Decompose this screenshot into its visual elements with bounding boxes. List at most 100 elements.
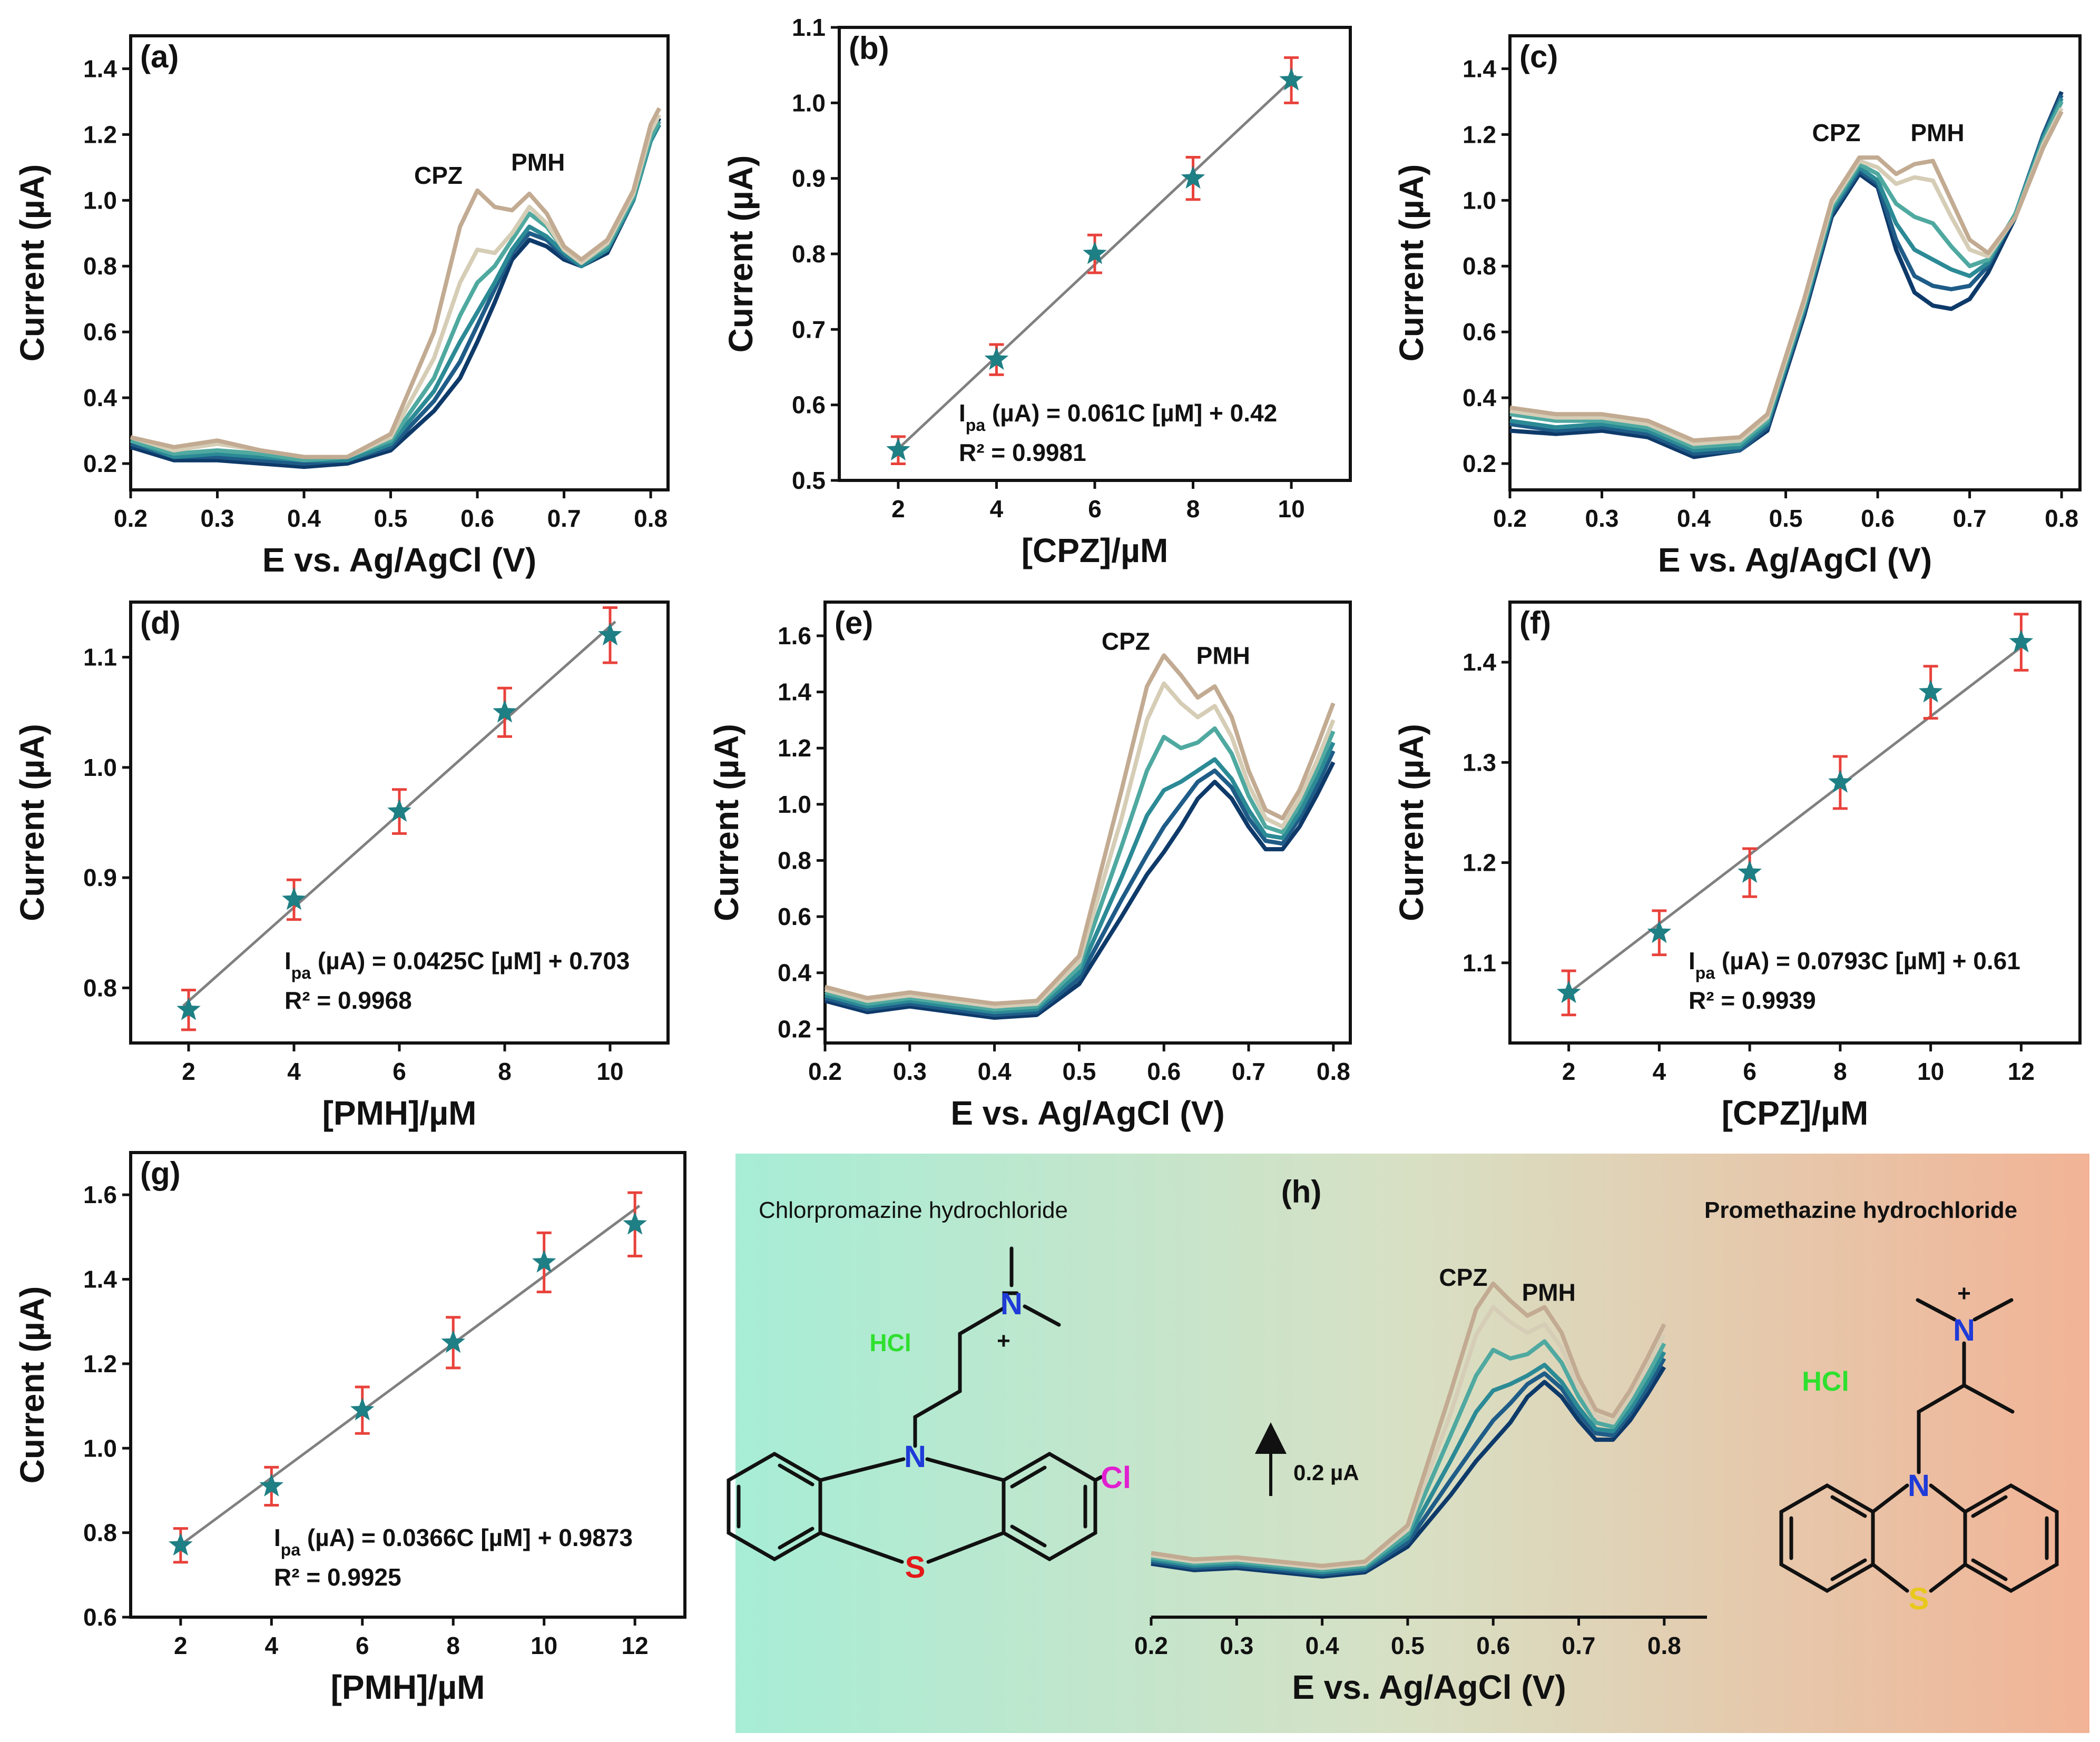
x-tick-label: 0.5 bbox=[1391, 1632, 1425, 1659]
x-axis-label: [CPZ]/µM bbox=[1722, 1094, 1869, 1132]
y-tick-label: 0.4 bbox=[83, 384, 117, 411]
y-tick-label: 1.0 bbox=[83, 186, 117, 214]
x-tick-label: 6 bbox=[1088, 495, 1102, 523]
x-tick-label: 0.8 bbox=[1647, 1632, 1681, 1659]
y-tick-label: 1.0 bbox=[778, 791, 811, 818]
x-tick-label: 4 bbox=[990, 495, 1004, 523]
x-tick-label: 0.4 bbox=[978, 1058, 1012, 1085]
peak-annotation: PMH bbox=[1522, 1278, 1576, 1306]
x-tick-label: 0.7 bbox=[1232, 1058, 1265, 1085]
pmh-methyl-left bbox=[1916, 1298, 1957, 1322]
cpz-n-atom: N bbox=[904, 1440, 926, 1474]
x-tick-label: 0.2 bbox=[1134, 1632, 1168, 1659]
panel-label: (g) bbox=[140, 1156, 181, 1191]
cpz-ring-right-double-3 bbox=[1010, 1524, 1047, 1548]
panel-d: 2 4 6 8 10 0.8 0.9 1.0 1.1 [PMH]/µM Current (µA) (d… bbox=[13, 601, 670, 1132]
plot-frame bbox=[1508, 601, 2082, 1045]
pmh-n-atom: N bbox=[1908, 1469, 1930, 1503]
y-tick-label: 0.2 bbox=[778, 1015, 811, 1042]
x-tick-label: 0.8 bbox=[2045, 505, 2078, 532]
series-line-4 bbox=[1151, 1339, 1666, 1572]
data-point bbox=[984, 347, 1009, 370]
y-tick-label: 1.0 bbox=[1463, 186, 1496, 214]
data-point bbox=[1083, 241, 1107, 264]
peak-annotation: CPZ bbox=[1439, 1264, 1487, 1291]
panel-a: 0.2 0.3 0.4 0.5 0.6 0.7 0.8 0.2 0.4 0.6 0.8 1.0 1.2 1… bbox=[13, 34, 670, 579]
panel-f: 2 4 6 8 10 12 1.1 1.2 1.3 1.4 [CPZ]/µM Current (µA)… bbox=[1392, 601, 2082, 1132]
data-point bbox=[886, 437, 910, 461]
data-point bbox=[1738, 860, 1762, 883]
series-line-6 bbox=[130, 107, 662, 459]
y-tick-label: 1.2 bbox=[1463, 849, 1496, 877]
pmh-methyl-chain bbox=[1962, 1383, 2015, 1414]
cpz-methyl-right bbox=[1023, 1304, 1061, 1327]
y-axis-label: Current (µA) bbox=[1392, 164, 1430, 362]
series-line-1 bbox=[130, 117, 662, 469]
cpz-s-atom: S bbox=[905, 1550, 926, 1584]
y-axis-label: Current (µA) bbox=[13, 164, 51, 362]
cpz-cl-atom: Cl bbox=[1101, 1461, 1131, 1495]
x-tick-label: 0.8 bbox=[1317, 1058, 1350, 1085]
y-tick-label: 1.4 bbox=[778, 678, 811, 706]
y-tick-label: 1.3 bbox=[1463, 749, 1496, 776]
cpz-bond-n-left bbox=[818, 1457, 906, 1482]
fit-equation: Ipa (µA) = 0.0793C [µM] + 0.61 bbox=[1689, 947, 2020, 982]
data-point bbox=[282, 887, 306, 910]
y-tick-label: 1.0 bbox=[792, 89, 826, 116]
panel-e: 0.2 0.3 0.4 0.5 0.6 0.7 0.8 0.2 0.4 0.6 0.8 1.0 1.2 1… bbox=[708, 601, 1352, 1132]
y-tick-label: 0.9 bbox=[792, 165, 826, 192]
series-line-4 bbox=[130, 120, 662, 462]
x-tick-label: 0.7 bbox=[1562, 1632, 1596, 1659]
data-point bbox=[259, 1473, 284, 1497]
y-tick-label: 0.8 bbox=[1463, 252, 1496, 280]
y-tick-label: 0.2 bbox=[1463, 450, 1496, 477]
x-tick-label: 8 bbox=[446, 1632, 460, 1659]
plot-frame bbox=[1508, 34, 2082, 491]
pmh-name: Promethazine hydrochloride bbox=[1704, 1197, 2017, 1223]
x-tick-label: 0.5 bbox=[1062, 1058, 1096, 1085]
y-tick-label: 0.8 bbox=[83, 252, 117, 280]
fit-line bbox=[175, 1205, 641, 1550]
y-tick-label: 1.6 bbox=[778, 622, 811, 649]
r-squared: R² = 0.9925 bbox=[274, 1563, 401, 1591]
series-line-3 bbox=[824, 741, 1336, 1015]
x-tick-label: 0.3 bbox=[1585, 505, 1619, 532]
data-point bbox=[2009, 629, 2034, 653]
promethazine-structure bbox=[1779, 1298, 2059, 1593]
panel-label: (e) bbox=[835, 605, 873, 641]
pmh-methyl-right bbox=[1973, 1298, 2014, 1322]
pmh-s-atom: S bbox=[1909, 1582, 1929, 1616]
series-line-2 bbox=[1151, 1357, 1666, 1577]
x-tick-label: 8 bbox=[498, 1058, 512, 1085]
y-tick-label: 0.8 bbox=[778, 847, 811, 874]
x-tick-label: 8 bbox=[1186, 495, 1200, 523]
pmh-ring-left-double-2 bbox=[1830, 1495, 1867, 1518]
x-tick-label: 0.3 bbox=[893, 1058, 927, 1085]
series-line-1 bbox=[824, 761, 1336, 1020]
x-tick-label: 2 bbox=[1562, 1058, 1576, 1085]
panel-h: 0.2 0.3 0.4 0.5 0.6 0.7 0.8 E vs. Ag/AgCl (V) (h… bbox=[1134, 1174, 1707, 1706]
panel-label: (a) bbox=[140, 39, 179, 74]
data-point bbox=[623, 1212, 647, 1235]
y-axis-label: Current (µA) bbox=[708, 724, 745, 921]
y-tick-label: 1.4 bbox=[1463, 648, 1496, 676]
pmh-bond-s-left bbox=[1871, 1562, 1909, 1593]
x-tick-label: 0.4 bbox=[1677, 505, 1711, 532]
fit-line bbox=[1563, 643, 2027, 998]
y-tick-label: 1.2 bbox=[83, 1350, 117, 1377]
data-point bbox=[441, 1330, 466, 1353]
panel-label: (f) bbox=[1519, 605, 1551, 641]
y-tick-label: 1.2 bbox=[1463, 121, 1496, 148]
y-tick-label: 1.4 bbox=[83, 1266, 117, 1293]
fit-equation: Ipa (µA) = 0.0425C [µM] + 0.703 bbox=[284, 947, 630, 982]
panel-label: (d) bbox=[140, 605, 181, 641]
x-tick-label: 4 bbox=[1653, 1058, 1666, 1085]
peak-annotation: CPZ bbox=[414, 162, 463, 189]
data-point bbox=[387, 799, 411, 822]
y-tick-label: 0.4 bbox=[1463, 384, 1496, 411]
x-tick-label: 0.3 bbox=[201, 505, 234, 532]
pmh-ring-right-double-2 bbox=[1971, 1495, 2008, 1518]
fit-equation: Ipa (µA) = 0.0366C [µM] + 0.9873 bbox=[274, 1524, 633, 1559]
series-line-1 bbox=[1151, 1366, 1666, 1579]
x-tick-label: 0.4 bbox=[1306, 1632, 1339, 1659]
